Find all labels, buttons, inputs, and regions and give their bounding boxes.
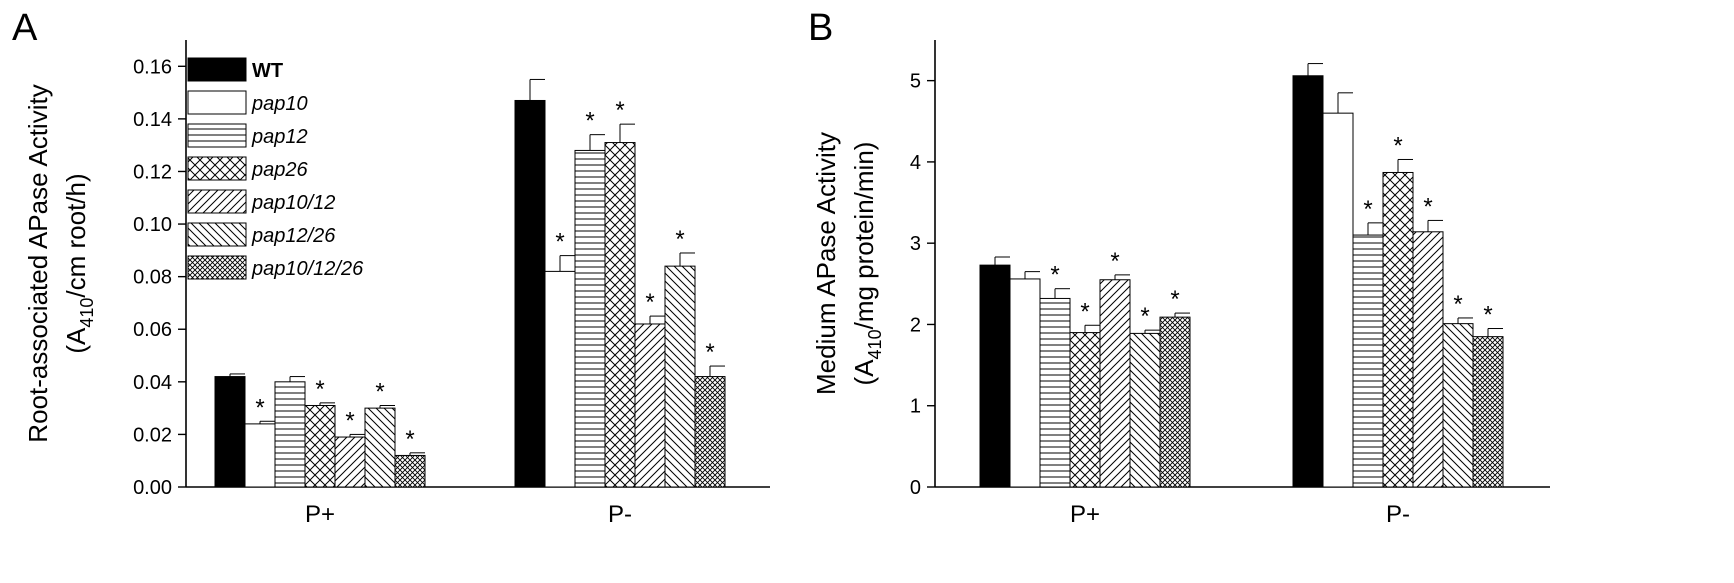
legend-swatch-pap12 (187, 123, 247, 148)
bar-pap10-p (244, 423, 276, 488)
y-tick-label: 0.08 (133, 267, 172, 289)
bar-pap10-12-26-p (694, 376, 726, 488)
significance-marker: * (1363, 196, 1372, 223)
x-category-label: P- (608, 501, 632, 528)
significance-marker: * (675, 226, 684, 253)
bar-pap12-p (1352, 234, 1384, 488)
bar-wt-p (214, 376, 246, 488)
significance-marker: * (1080, 298, 1089, 325)
legend-label-pap12: pap12 (251, 126, 308, 148)
significance-marker: * (585, 108, 594, 135)
y-tick-label: 0.00 (133, 477, 172, 499)
legend-label-pap26: pap26 (251, 159, 308, 181)
bar-pap26-p (1382, 171, 1414, 488)
legend: WT pap10 pap12 pap26 pap10/12 pap12/26 pap10/1… (187, 57, 364, 280)
bar-pap10-12-26-p (394, 454, 426, 488)
x-category-label: P+ (1070, 501, 1100, 528)
significance-marker: * (705, 339, 714, 366)
significance-marker: * (315, 376, 324, 403)
bar-wt-p (514, 99, 546, 488)
significance-marker: * (1453, 291, 1462, 318)
legend-swatch-pap10 (187, 90, 247, 115)
bar-pap26-p (604, 142, 636, 488)
significance-marker: * (1393, 132, 1402, 159)
significance-marker: * (1483, 302, 1492, 329)
y-tick-label: 1 (910, 396, 921, 418)
x-category-label: P+ (305, 501, 335, 528)
legend-swatch-pap10-12-26 (187, 255, 247, 280)
bar-pap26-p (304, 404, 336, 488)
significance-marker: * (375, 378, 384, 405)
bar-pap10-12-p (634, 323, 666, 488)
y-axis-label: Root-associated APase Activity (23, 84, 53, 442)
legend-label-pap12-26: pap12/26 (251, 225, 336, 247)
panel-letter: B (808, 7, 833, 49)
bar-pap26-p (1069, 332, 1101, 488)
bar-pap12-p (274, 381, 306, 488)
legend-label-pap10-12: pap10/12 (251, 192, 335, 214)
bar-pap10-12-p (1412, 231, 1444, 488)
significance-marker: * (645, 289, 654, 316)
y-axis-unit: (A410/cm root/h) (61, 173, 97, 353)
bar-wt-p (1292, 75, 1324, 488)
legend-swatch-pap26 (187, 156, 247, 181)
y-tick-label: 0.12 (133, 161, 172, 183)
significance-marker: * (255, 394, 264, 421)
y-tick-label: 0.02 (133, 424, 172, 446)
legend-swatch-pap12-26 (187, 222, 247, 247)
bar-pap10-12-26-p (1159, 316, 1191, 488)
y-axis-label: Medium APase Activity (811, 132, 841, 395)
legend-label-pap10-12-26: pap10/12/26 (251, 258, 364, 280)
significance-marker: * (1170, 286, 1179, 313)
y-tick-label: 0.06 (133, 319, 172, 341)
bar-pap10-p (544, 270, 576, 488)
y-tick-label: 5 (910, 71, 921, 93)
legend-label-pap10: pap10 (251, 93, 308, 115)
legend-swatch-wt (187, 57, 247, 82)
bar-pap10-p (1322, 112, 1354, 488)
y-tick-label: 2 (910, 314, 921, 336)
significance-marker: * (405, 426, 414, 453)
bar-pap12-p (574, 149, 606, 488)
significance-marker: * (1140, 303, 1149, 330)
y-tick-label: 0.14 (133, 109, 172, 131)
significance-marker: * (1110, 248, 1119, 275)
bar-pap12-26-p (1442, 323, 1474, 488)
legend-label-wt: WT (252, 60, 283, 82)
panel-b: B 0 1 2 3 4 5 Medium APase Activity (A410/mg pro… (808, 7, 1550, 528)
significance-marker: * (555, 229, 564, 256)
bar-pap10-12-p (334, 436, 366, 488)
y-tick-label: 3 (910, 233, 921, 255)
significance-marker: * (615, 97, 624, 124)
x-category-label: P- (1386, 501, 1410, 528)
bar-pap10-12-26-p (1472, 336, 1504, 488)
panel-a: A 0.00 0.02 0.04 0.06 0.08 0.10 0.12 0.14 0.16 Roo… (12, 7, 770, 528)
bar-pap12-26-p (364, 407, 396, 488)
y-tick-label: 0.16 (133, 56, 172, 78)
bar-pap10-12-p (1099, 279, 1131, 488)
y-axis-unit: (A410/mg protein/min) (849, 142, 885, 386)
y-tick-label: 4 (910, 152, 921, 174)
significance-marker: * (1423, 193, 1432, 220)
significance-marker: * (345, 407, 354, 434)
bar-wt-p (979, 264, 1011, 488)
y-tick-label: 0.10 (133, 214, 172, 236)
bar-pap10-p (1009, 278, 1041, 488)
significance-marker: * (1050, 262, 1059, 289)
bar-pap12-26-p (1129, 332, 1161, 488)
legend-swatch-pap10-12 (187, 189, 247, 214)
y-tick-label: 0.04 (133, 372, 172, 394)
y-tick-label: 0 (910, 477, 921, 499)
bar-pap12-p (1039, 297, 1071, 488)
bar-pap12-26-p (664, 265, 696, 488)
panel-letter: A (12, 7, 38, 49)
